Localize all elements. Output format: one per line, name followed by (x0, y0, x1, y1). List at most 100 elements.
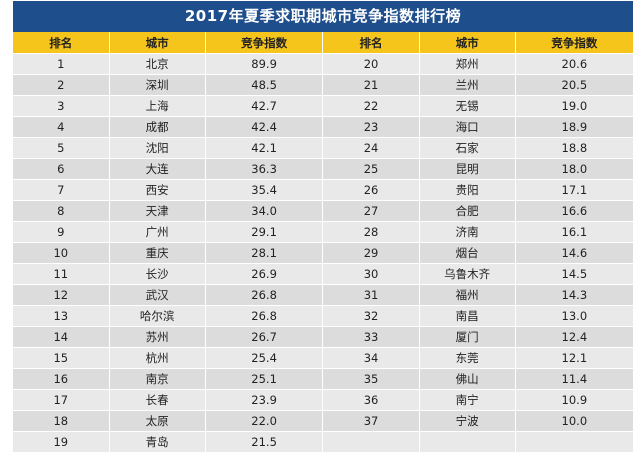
cell-city-left: 成都 (108, 116, 206, 138)
table-row: 6 大连 36.3 25 昆明 18.0 (13, 158, 633, 180)
table-row: 1 北京 89.9 20 郑州 20.6 (13, 53, 633, 75)
cell-city-left: 长沙 (108, 263, 206, 285)
cell-index-left: 35.4 (204, 179, 323, 201)
cell-city-right: 兰州 (418, 74, 516, 96)
table-row: 11 长沙 26.9 30 乌鲁木齐 14.5 (13, 263, 633, 285)
cell-city-right: 东莞 (418, 347, 516, 369)
cell-city-right: 济南 (418, 221, 516, 243)
cell-rank-right: 22 (322, 95, 420, 117)
cell-rank-left: 17 (13, 389, 110, 411)
cell-index-left: 26.8 (204, 284, 323, 306)
cell-rank-left: 5 (13, 137, 110, 159)
cell-rank-right: 33 (322, 326, 420, 348)
cell-rank-left: 19 (13, 431, 110, 452)
cell-city-right: 贵阳 (418, 179, 516, 201)
cell-city-right: 南宁 (418, 389, 516, 411)
cell-city-right: 郑州 (418, 53, 516, 75)
cell-index-left: 25.4 (204, 347, 323, 369)
cell-city-right: 合肥 (418, 200, 516, 222)
table-row: 7 西安 35.4 26 贵阳 17.1 (13, 179, 633, 201)
cell-rank-left: 7 (13, 179, 110, 201)
cell-index-right: 14.6 (514, 242, 633, 264)
cell-index-right: 18.9 (514, 116, 633, 138)
cell-city-left: 深圳 (108, 74, 206, 96)
table-row: 16 南京 25.1 35 佛山 11.4 (13, 368, 633, 390)
table-row: 15 杭州 25.4 34 东莞 12.1 (13, 347, 633, 369)
table-row: 18 太原 22.0 37 宁波 10.0 (13, 410, 633, 432)
cell-city-right: 石家 (418, 137, 516, 159)
cell-index-right: 12.4 (514, 326, 633, 348)
cell-city-right: 福州 (418, 284, 516, 306)
cell-index-left: 23.9 (204, 389, 323, 411)
table-row: 13 哈尔滨 26.8 32 南昌 13.0 (13, 305, 633, 327)
cell-city-left: 武汉 (108, 284, 206, 306)
cell-index-right: 10.0 (514, 410, 633, 432)
cell-index-right: 20.5 (514, 74, 633, 96)
cell-index-right: 12.1 (514, 347, 633, 369)
cell-rank-left: 15 (13, 347, 110, 369)
cell-rank-right: 27 (322, 200, 420, 222)
cell-city-right: 海口 (418, 116, 516, 138)
cell-index-left: 89.9 (204, 53, 323, 75)
cell-index-right: 18.0 (514, 158, 633, 180)
table-body: 1 北京 89.9 20 郑州 20.6 2 深圳 48.5 21 兰州 20.5 3 上海 42.7 22 无… (13, 53, 633, 452)
header-city-right: 城市 (418, 32, 516, 54)
table-row: 10 重庆 28.1 29 烟台 14.6 (13, 242, 633, 264)
cell-rank-right: 24 (322, 137, 420, 159)
table-header-row: 排名 城市 竞争指数 排名 城市 竞争指数 (13, 32, 633, 54)
cell-rank-left: 3 (13, 95, 110, 117)
cell-index-right: 16.6 (514, 200, 633, 222)
cell-city-left: 哈尔滨 (108, 305, 206, 327)
cell-index-right: 14.3 (514, 284, 633, 306)
cell-index-left: 29.1 (204, 221, 323, 243)
ranking-table: 排名 城市 竞争指数 排名 城市 竞争指数 1 北京 89.9 20 郑州 20.6 2 深圳… (13, 32, 633, 452)
cell-index-right: 20.6 (514, 53, 633, 75)
cell-city-right: 烟台 (418, 242, 516, 264)
cell-city-left: 青岛 (108, 431, 206, 452)
cell-rank-right: 21 (322, 74, 420, 96)
table-row: 12 武汉 26.8 31 福州 14.3 (13, 284, 633, 306)
cell-index-left: 25.1 (204, 368, 323, 390)
cell-rank-right: 36 (322, 389, 420, 411)
table-row: 14 苏州 26.7 33 厦门 12.4 (13, 326, 633, 348)
cell-rank-left: 11 (13, 263, 110, 285)
cell-city-left: 北京 (108, 53, 206, 75)
cell-rank-right: 20 (322, 53, 420, 75)
cell-city-left: 大连 (108, 158, 206, 180)
cell-city-left: 南京 (108, 368, 206, 390)
table-row: 8 天津 34.0 27 合肥 16.6 (13, 200, 633, 222)
table-row: 17 长春 23.9 36 南宁 10.9 (13, 389, 633, 411)
cell-rank-left: 4 (13, 116, 110, 138)
cell-rank-right: 31 (322, 284, 420, 306)
cell-city-right: 佛山 (418, 368, 516, 390)
cell-city-left: 重庆 (108, 242, 206, 264)
cell-index-right: 18.8 (514, 137, 633, 159)
cell-rank-left: 10 (13, 242, 110, 264)
cell-index-left: 42.1 (204, 137, 323, 159)
cell-index-left: 28.1 (204, 242, 323, 264)
cell-rank-right: 29 (322, 242, 420, 264)
cell-index-right: 14.5 (514, 263, 633, 285)
cell-rank-right: 28 (322, 221, 420, 243)
cell-rank-right (322, 431, 420, 452)
cell-city-right: 昆明 (418, 158, 516, 180)
cell-rank-right: 25 (322, 158, 420, 180)
cell-rank-left: 13 (13, 305, 110, 327)
cell-city-left: 苏州 (108, 326, 206, 348)
cell-index-left: 42.4 (204, 116, 323, 138)
cell-rank-left: 18 (13, 410, 110, 432)
cell-index-right: 13.0 (514, 305, 633, 327)
cell-city-left: 沈阳 (108, 137, 206, 159)
cell-index-left: 36.3 (204, 158, 323, 180)
cell-index-left: 26.7 (204, 326, 323, 348)
cell-rank-left: 6 (13, 158, 110, 180)
table-row: 2 深圳 48.5 21 兰州 20.5 (13, 74, 633, 96)
table-title: 2017年夏季求职期城市竞争指数排行榜 (13, 1, 633, 32)
cell-rank-right: 32 (322, 305, 420, 327)
cell-index-right: 17.1 (514, 179, 633, 201)
cell-rank-right: 34 (322, 347, 420, 369)
cell-city-left: 广州 (108, 221, 206, 243)
cell-index-left: 48.5 (204, 74, 323, 96)
cell-rank-right: 23 (322, 116, 420, 138)
header-rank-left: 排名 (13, 32, 110, 54)
